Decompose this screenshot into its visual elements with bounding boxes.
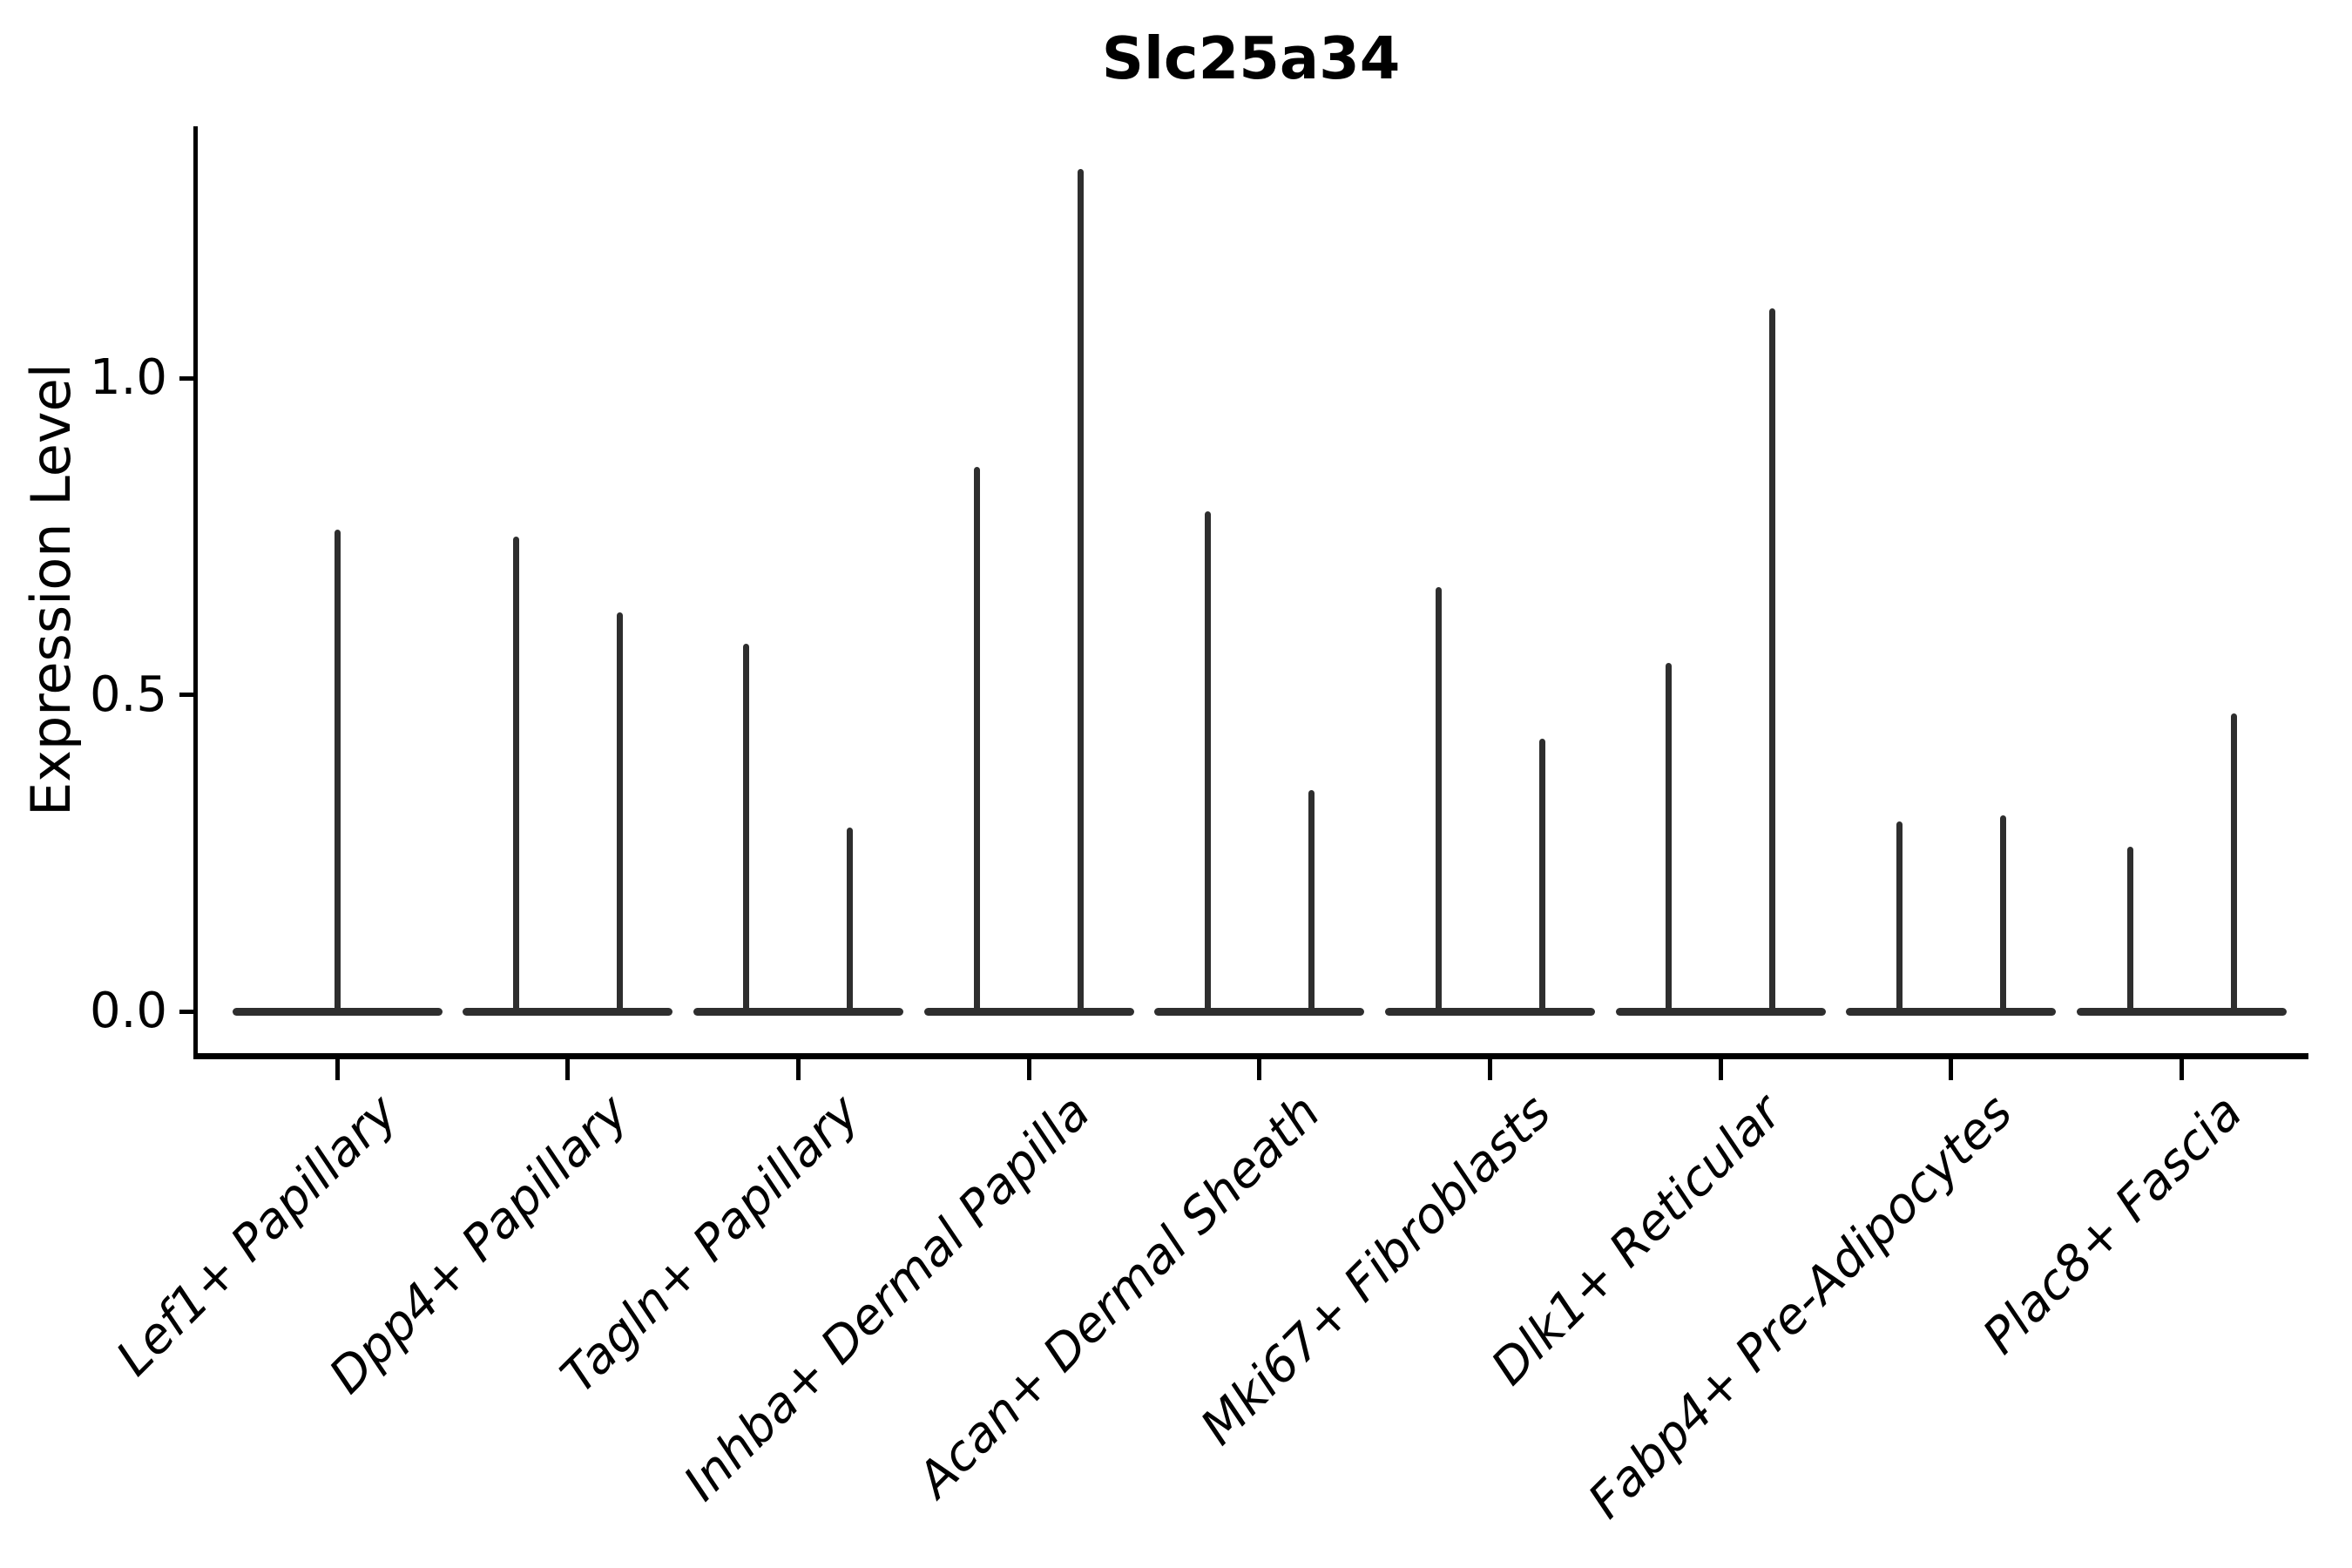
x-tick-mark bbox=[335, 1059, 340, 1080]
y-tick-mark bbox=[179, 1009, 193, 1014]
violin-spike bbox=[1308, 789, 1315, 1013]
x-tick-mark bbox=[1949, 1059, 1954, 1080]
violin-spike bbox=[616, 612, 623, 1013]
violin-spike bbox=[1204, 510, 1211, 1013]
y-tick-mark bbox=[179, 375, 193, 381]
violin-spike bbox=[2230, 713, 2237, 1013]
x-tick-mark bbox=[1257, 1059, 1262, 1080]
y-tick-mark bbox=[179, 693, 193, 697]
violin-spike bbox=[512, 536, 519, 1013]
violin-spike bbox=[1078, 169, 1085, 1013]
y-tick-label: 0.5 bbox=[89, 666, 167, 723]
y-axis-label: Expression Level bbox=[19, 363, 83, 816]
x-tick-label: Inhba+ Dermal Papilla bbox=[672, 1084, 1101, 1512]
x-tick-mark bbox=[795, 1059, 801, 1080]
violin-base bbox=[1154, 1007, 1365, 1016]
violin-base bbox=[1615, 1007, 1826, 1016]
y-tick-label: 1.0 bbox=[89, 349, 167, 406]
violin-base bbox=[693, 1007, 903, 1016]
violin-spike bbox=[1896, 821, 1903, 1013]
violin-base bbox=[1846, 1007, 2057, 1016]
x-tick-mark bbox=[1488, 1059, 1492, 1080]
violin-spike bbox=[1666, 663, 1673, 1013]
violin-base bbox=[1385, 1007, 1595, 1016]
violin-spike bbox=[1999, 814, 2006, 1013]
violin-spike bbox=[974, 466, 981, 1013]
violin-spike bbox=[1435, 586, 1442, 1013]
plot-title: Slc25a34 bbox=[1101, 24, 1401, 92]
violin-spike bbox=[743, 644, 750, 1013]
x-tick-mark bbox=[565, 1059, 571, 1080]
violin-base bbox=[463, 1007, 673, 1016]
x-tick-label: Fabp4+ Pre-Adipocytes bbox=[1577, 1084, 2024, 1530]
y-tick-label: 0.0 bbox=[89, 983, 167, 1039]
y-axis-spine bbox=[193, 126, 198, 1059]
violin-spike bbox=[334, 530, 341, 1013]
violin-base bbox=[923, 1007, 1134, 1016]
x-axis-spine bbox=[193, 1053, 2308, 1059]
violin-spike bbox=[1538, 739, 1545, 1013]
x-tick-mark bbox=[1026, 1059, 1031, 1080]
x-tick-mark bbox=[1718, 1059, 1723, 1080]
x-tick-label: Acan+ Dermal Sheath bbox=[907, 1084, 1332, 1509]
violin-base bbox=[2077, 1007, 2288, 1016]
violin-spike bbox=[1769, 308, 1776, 1013]
x-tick-mark bbox=[2180, 1059, 2185, 1080]
violin-spike bbox=[847, 828, 854, 1013]
violin-spike bbox=[2126, 846, 2133, 1013]
